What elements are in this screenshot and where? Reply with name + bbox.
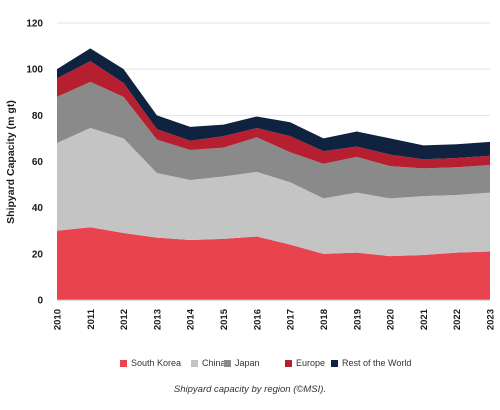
axis-layer: 0 20 40 60 80 100 120 2010 2011 2012 2013 2014 2015 2…	[26, 19, 496, 331]
y-tick-label: 120	[26, 19, 43, 30]
legend-swatch	[285, 360, 292, 367]
y-tick-label: 40	[32, 203, 44, 214]
legend-item-japan: Japan	[224, 358, 260, 368]
area-south-korea	[57, 227, 490, 300]
chart-svg: 0 20 40 60 80 100 120 2010 2011 2012 2013 2014 2015 2…	[5, 19, 497, 369]
x-tick-label: 2013	[152, 309, 163, 330]
legend-item-china: China	[191, 358, 226, 368]
legend-swatch	[191, 360, 198, 367]
x-tick-label: 2023	[486, 309, 497, 330]
x-tick-label: 2018	[319, 309, 330, 330]
area-europe	[57, 61, 490, 169]
area-layer	[57, 48, 490, 300]
x-tick-label: 2022	[452, 309, 463, 330]
x-tick-label: 2012	[119, 309, 130, 330]
legend-item-south-korea: South Korea	[120, 358, 181, 368]
legend-swatch	[120, 360, 127, 367]
x-tick-label: 2021	[419, 308, 430, 330]
legend-label: Europe	[296, 358, 325, 368]
x-tick-label: 2020	[386, 309, 397, 330]
legend-label: Japan	[235, 358, 260, 368]
y-tick-label: 20	[32, 249, 44, 260]
legend-item-europe: Europe	[285, 358, 325, 368]
x-tick-label: 2015	[219, 308, 230, 330]
x-tick-label: 2017	[286, 309, 297, 330]
y-tick-label: 0	[37, 296, 43, 307]
area-rest-of-the-world	[57, 48, 490, 160]
legend-swatch	[331, 360, 338, 367]
legend-label: South Korea	[131, 358, 181, 368]
x-tick-label: 2014	[186, 308, 197, 330]
x-tick-label: 2010	[53, 309, 64, 330]
legend-label: Rest of the World	[342, 358, 411, 368]
x-tick-label: 2016	[252, 309, 263, 330]
y-axis-label: Shipyard Capacity (m gt)	[5, 100, 17, 224]
y-tick-label: 80	[32, 111, 44, 122]
legend-layer: South Korea China Japan Europe Rest of the W…	[120, 358, 411, 368]
x-tick-label: 2019	[352, 309, 363, 330]
legend-swatch	[224, 360, 231, 367]
area-china	[57, 128, 490, 257]
y-tick-label: 100	[26, 65, 43, 76]
chart: 0 20 40 60 80 100 120 2010 2011 2012 2013 2014 2015 2…	[5, 19, 497, 369]
figure-caption: Shipyard capacity by region (©MSI).	[173, 384, 327, 395]
area-japan	[57, 81, 490, 199]
x-tick-label: 2011	[86, 308, 97, 329]
y-tick-label: 60	[32, 157, 44, 168]
legend-item-rest-of-the-world: Rest of the World	[331, 358, 411, 368]
legend-label: China	[202, 358, 226, 368]
